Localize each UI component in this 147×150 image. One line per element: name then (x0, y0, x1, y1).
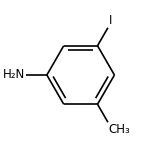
Text: H₂N: H₂N (2, 69, 25, 81)
Text: CH₃: CH₃ (109, 123, 130, 136)
Text: I: I (109, 14, 112, 27)
